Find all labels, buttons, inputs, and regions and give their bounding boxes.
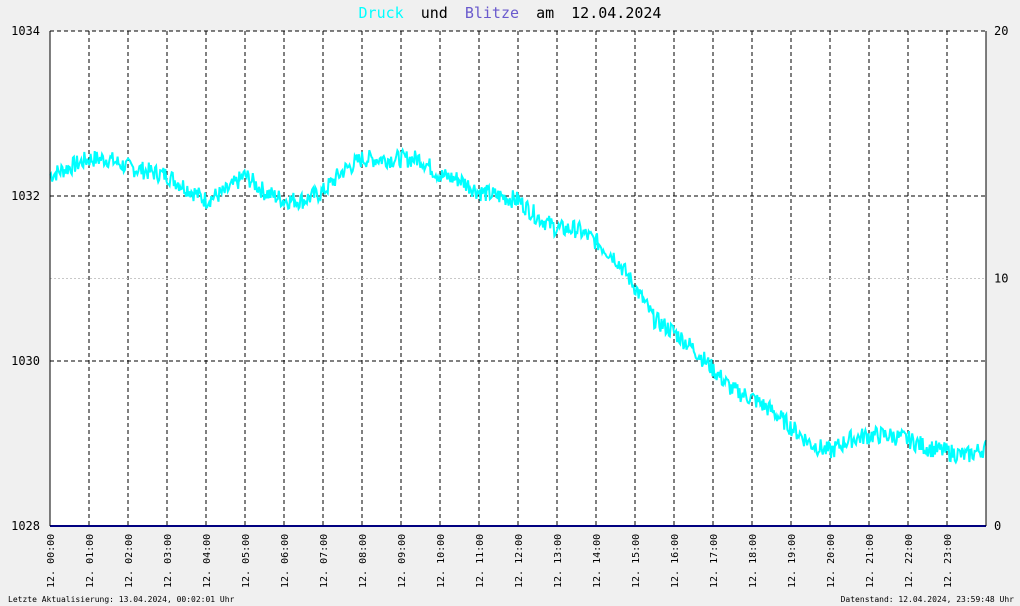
title-date-prefix: am bbox=[536, 4, 554, 22]
x-tick-label: 12. 16:00 bbox=[670, 534, 681, 588]
x-tick-label: 12. 14:00 bbox=[592, 534, 603, 588]
x-tick-label: 12. 04:00 bbox=[202, 534, 213, 588]
y-left-tick-label: 1034 bbox=[11, 24, 40, 38]
chart-title: Druck und Blitze am 12.04.2024 bbox=[359, 4, 662, 22]
x-tick-label: 12. 08:00 bbox=[358, 534, 369, 588]
x-tick-label: 12. 17:00 bbox=[709, 534, 720, 588]
footer-last-update: Letzte Aktualisierung: 13.04.2024, 00:02… bbox=[8, 595, 235, 604]
x-tick-label: 12. 02:00 bbox=[124, 534, 135, 588]
x-tick-label: 12. 11:00 bbox=[475, 534, 486, 588]
x-tick-label: 12. 23:00 bbox=[943, 534, 954, 588]
footer-data-status: Datenstand: 12.04.2024, 23:59:48 Uhr bbox=[841, 595, 1015, 604]
x-tick-label: 12. 18:00 bbox=[748, 534, 759, 588]
y-left-tick-label: 1028 bbox=[11, 519, 40, 533]
y-right-tick-label: 10 bbox=[994, 272, 1008, 286]
title-joiner: und bbox=[421, 4, 448, 22]
x-tick-label: 12. 06:00 bbox=[280, 534, 291, 588]
x-tick-label: 12. 19:00 bbox=[787, 534, 798, 588]
title-series-lightning: Blitze bbox=[465, 4, 519, 22]
y-right-tick-label: 20 bbox=[994, 24, 1008, 38]
title-series-pressure: Druck bbox=[359, 4, 404, 22]
x-tick-label: 12. 03:00 bbox=[163, 534, 174, 588]
x-tick-label: 12. 13:00 bbox=[553, 534, 564, 588]
x-tick-label: 12. 21:00 bbox=[865, 534, 876, 588]
y-right-tick-label: 0 bbox=[994, 519, 1001, 533]
y-left-tick-label: 1030 bbox=[11, 354, 40, 368]
grid bbox=[50, 30, 986, 526]
y-left-tick-label: 1032 bbox=[11, 189, 40, 203]
series bbox=[49, 147, 987, 527]
series-line-druck bbox=[49, 147, 987, 465]
x-tick-label: 12. 22:00 bbox=[904, 534, 915, 588]
x-tick-label: 12. 15:00 bbox=[631, 534, 642, 588]
x-tick-label: 12. 12:00 bbox=[514, 534, 525, 588]
title-date: 12.04.2024 bbox=[571, 4, 661, 22]
x-tick-label: 12. 20:00 bbox=[826, 534, 837, 588]
x-tick-label: 12. 05:00 bbox=[241, 534, 252, 588]
axes: 12. 00:00 12. 01:00 12. 02:00 12. 03:00 12. … bbox=[11, 24, 1008, 588]
x-tick-label: 12. 09:00 bbox=[397, 534, 408, 588]
x-tick-label: 12. 10:00 bbox=[436, 534, 447, 588]
x-tick-label: 12. 07:00 bbox=[319, 534, 330, 588]
x-tick-label: 12. 01:00 bbox=[85, 534, 96, 588]
x-tick-label: 12. 00:00 bbox=[46, 534, 57, 588]
